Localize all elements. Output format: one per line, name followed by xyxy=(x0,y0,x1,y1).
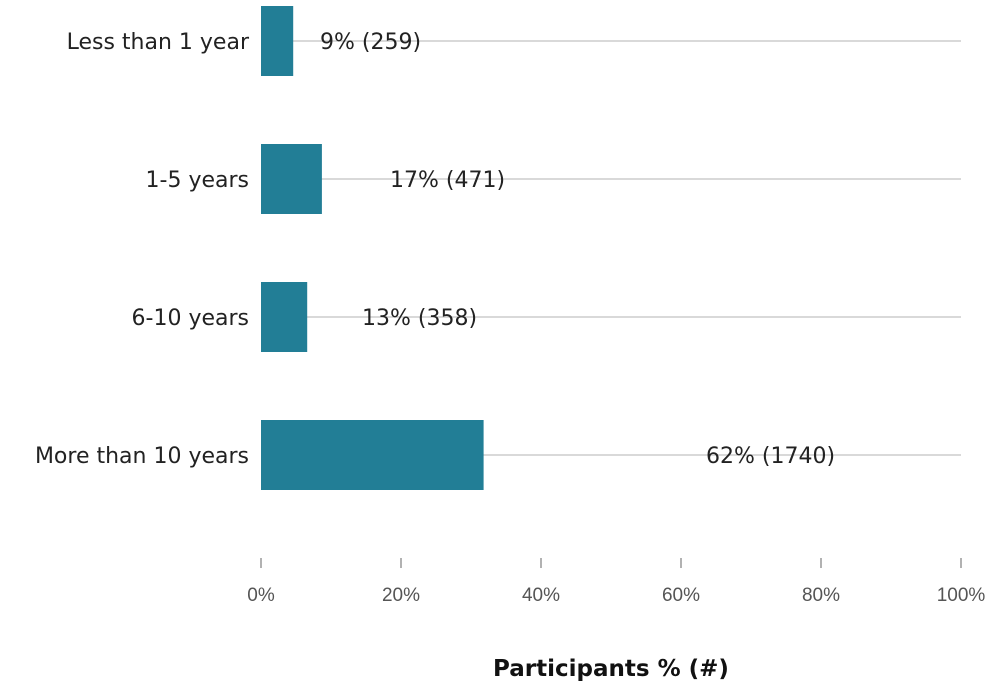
bar xyxy=(261,420,484,490)
bar xyxy=(261,6,294,76)
category-label: More than 10 years xyxy=(35,444,249,469)
x-axis: 0% 20% 40% 60% 80% 100% xyxy=(247,558,985,606)
data-label: 13% (358) xyxy=(362,306,477,331)
data-label: 9% (259) xyxy=(320,30,421,55)
tick-label: 80% xyxy=(802,585,840,606)
category-label: 6-10 years xyxy=(132,306,249,331)
tick-label: 20% xyxy=(382,585,420,606)
data-label: 62% (1740) xyxy=(706,444,835,469)
labels: Less than 1 year 9% (259) 1-5 years 17% (47… xyxy=(35,30,835,469)
tick-label: 100% xyxy=(937,585,986,606)
gridlines xyxy=(261,40,961,456)
tick-label: 40% xyxy=(522,585,560,606)
category-label: 1-5 years xyxy=(146,168,249,193)
bar xyxy=(261,282,308,352)
bars xyxy=(261,6,484,490)
data-label: 17% (471) xyxy=(390,168,505,193)
bar xyxy=(261,144,322,214)
tick-label: 0% xyxy=(247,585,275,606)
tick-label: 60% xyxy=(662,585,700,606)
category-label: Less than 1 year xyxy=(67,30,250,55)
x-axis-title: Participants % (#) xyxy=(493,656,729,682)
